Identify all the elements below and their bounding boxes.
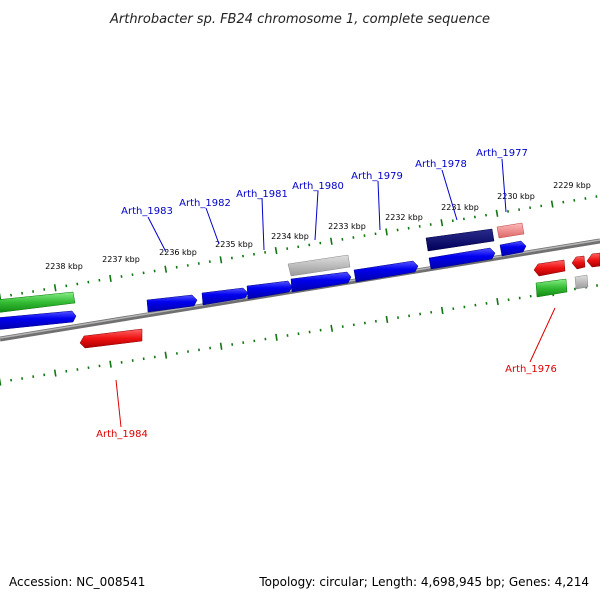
gene-label[interactable]: Arth_1983 — [121, 206, 173, 217]
tick-mark — [308, 243, 311, 247]
kbp-label: 2232 kbp — [385, 213, 423, 222]
tick-mark — [440, 219, 444, 227]
gene-arrow — [499, 240, 527, 257]
gene-label[interactable]: Arth_1979 — [351, 171, 403, 182]
kbp-tick-track — [0, 195, 598, 386]
gene-label[interactable]: Arth_1976 — [505, 364, 557, 375]
tick-mark — [274, 246, 278, 255]
gene-labels: Arth_1983 Arth_1982 Arth_1981 Arth_1980 … — [96, 148, 557, 440]
tick-mark — [385, 315, 389, 324]
gene-label[interactable]: Arth_1977 — [476, 148, 528, 159]
gene-arrow — [428, 247, 496, 270]
gene-feature — [535, 278, 568, 298]
tick-mark — [219, 256, 223, 264]
inner-strand-genes — [0, 240, 527, 330]
topology-text: Topology: circular; Length: 4,698,945 bp… — [258, 575, 589, 589]
tick-mark — [495, 209, 499, 217]
tick-mark — [330, 237, 333, 245]
map-title: Arthrobacter sp. FB24 chromosome 1, comp… — [109, 12, 490, 27]
gene-feature — [571, 255, 586, 270]
tick-mark — [275, 333, 278, 341]
gene-arrow — [201, 287, 249, 306]
tick-mark — [0, 378, 2, 386]
tick-mark — [385, 228, 388, 236]
tick-mark — [496, 297, 499, 306]
gene-label[interactable]: Arth_1981 — [236, 189, 288, 200]
tick-mark — [550, 200, 554, 208]
kbp-label: 2230 kbp — [497, 192, 535, 201]
kbp-label: 2233 kbp — [328, 222, 366, 231]
tick-mark — [53, 284, 57, 292]
tick-mark — [53, 369, 57, 377]
gene-feature — [79, 328, 143, 349]
tick-mark — [164, 265, 168, 273]
tick-mark — [507, 210, 510, 213]
top-strand-genes — [0, 222, 525, 313]
tick-mark — [164, 351, 168, 359]
reverse-strand-genes — [79, 252, 600, 349]
gene-label[interactable]: Arth_1980 — [292, 181, 344, 192]
gene-feature — [425, 228, 495, 252]
accession-text: Accession: NC_008541 — [9, 575, 145, 589]
tick-mark — [87, 280, 90, 284]
gene-feature — [586, 252, 600, 268]
gene-label[interactable]: Arth_1984 — [96, 429, 148, 440]
kbp-label: 2229 kbp — [553, 181, 591, 190]
tick-mark — [10, 293, 13, 297]
kbp-label: 2237 kbp — [102, 255, 140, 264]
gene-feature — [496, 222, 525, 239]
gene-label[interactable]: Arth_1982 — [179, 198, 231, 209]
kbp-label: 2238 kbp — [45, 262, 83, 271]
kbp-labels: 2229 kbp 2230 kbp 2231 kbp 2232 kbp 2233… — [45, 181, 591, 271]
tick-mark — [330, 324, 334, 332]
gene-arrow — [246, 280, 293, 300]
gene-feature — [0, 291, 76, 313]
gene-feature — [574, 274, 589, 290]
gene-label[interactable]: Arth_1978 — [415, 159, 467, 170]
kbp-label: 2235 kbp — [215, 240, 253, 249]
gene-arrow — [0, 310, 77, 330]
gene-arrow — [353, 260, 419, 283]
kbp-label: 2234 kbp — [271, 232, 309, 241]
gene-arrow — [146, 294, 198, 313]
kbp-label: 2236 kbp — [159, 248, 197, 257]
kbp-label: 2231 kbp — [441, 203, 479, 212]
gene-feature — [533, 259, 566, 277]
tick-mark — [208, 260, 211, 264]
tick-mark — [407, 226, 410, 230]
tick-mark — [109, 360, 112, 368]
tick-mark — [440, 306, 444, 315]
label-leaders — [115, 158, 556, 428]
tick-mark — [109, 274, 112, 283]
gene-arrow — [290, 271, 352, 293]
gene-feature — [287, 254, 351, 277]
tick-mark — [219, 342, 223, 350]
